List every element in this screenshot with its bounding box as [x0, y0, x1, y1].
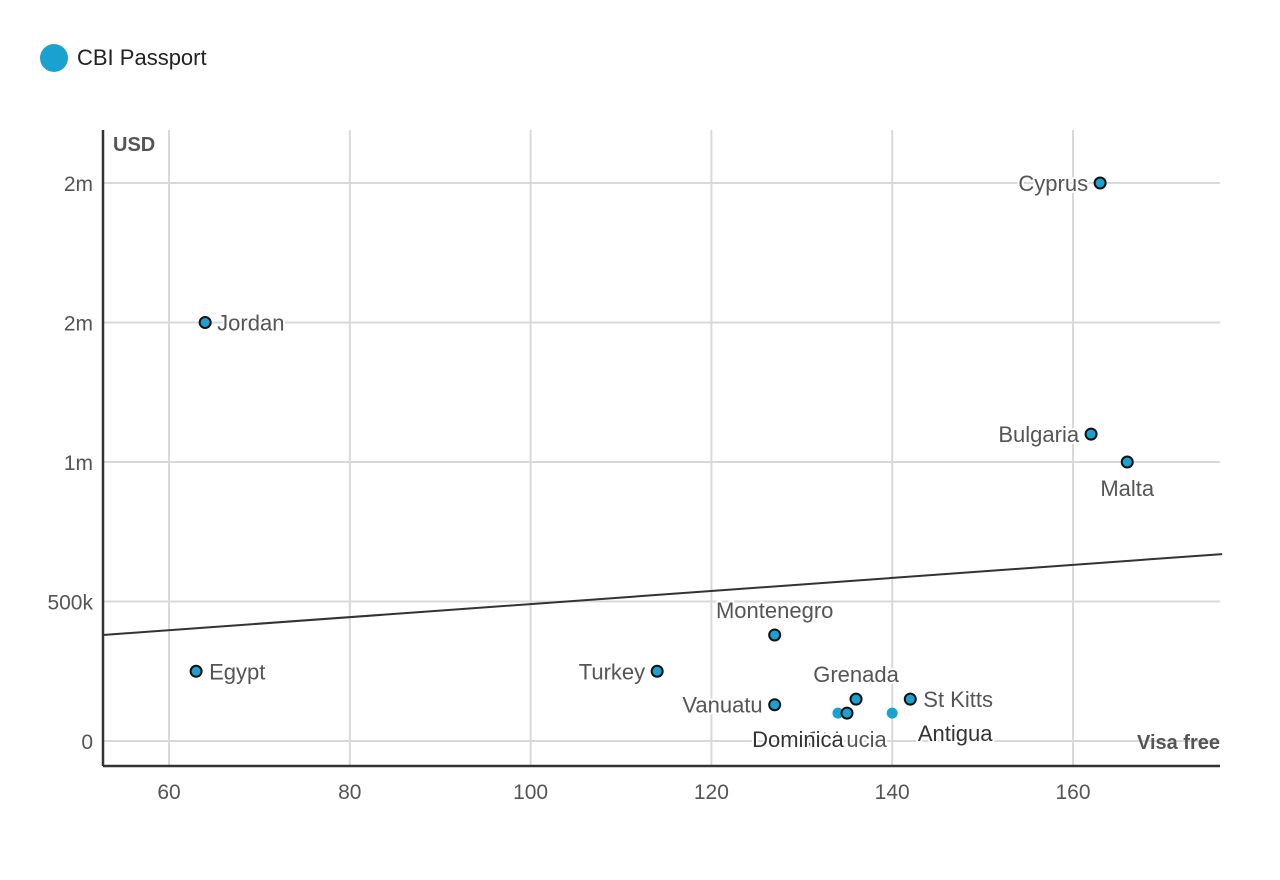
data-point-vanuatu[interactable] — [768, 698, 782, 712]
point-labels: Cyprus Jordan Bulgaria Malta Montenegro Egypt… — [207, 169, 1157, 754]
legend-swatch-icon — [40, 44, 68, 72]
chart-legend: CBI Passport — [40, 44, 207, 72]
trendline — [102, 553, 1223, 636]
point-label: Cyprus — [1018, 171, 1088, 196]
point-label: Montenegro — [716, 598, 833, 623]
x-tick-label: 60 — [157, 781, 180, 804]
data-point-egypt[interactable] — [189, 664, 203, 678]
data-point-st-lucia[interactable] — [840, 706, 854, 720]
data-point-grenada[interactable] — [849, 692, 863, 706]
y-tick-label: 2m — [64, 313, 93, 336]
point-label: Turkey — [579, 659, 645, 684]
y-tick-label: 2m — [64, 173, 93, 196]
x-tick-label: 160 — [1055, 781, 1090, 804]
y-tick-label: 0 — [81, 731, 93, 754]
data-point-cyprus[interactable] — [1093, 176, 1107, 190]
legend-label: CBI Passport — [77, 45, 207, 70]
point-label: Bulgaria — [998, 422, 1079, 447]
y-axis-title: USD — [113, 134, 155, 156]
data-point-turkey[interactable] — [650, 664, 664, 678]
y-tick-label: 1m — [64, 452, 93, 475]
axes — [101, 130, 1220, 768]
x-tick-label: 140 — [875, 781, 910, 804]
point-label: Grenada — [813, 662, 899, 687]
point-label: Dominica — [752, 727, 844, 752]
x-tick-label: 120 — [694, 781, 729, 804]
grid-lines — [103, 130, 1220, 766]
data-point-antigua[interactable] — [886, 707, 898, 719]
point-label: Egypt — [209, 659, 265, 684]
x-tick-label: 100 — [513, 781, 548, 804]
point-label: Jordan — [217, 311, 284, 336]
data-point-dominica[interactable] — [832, 707, 844, 719]
data-point-jordan[interactable] — [198, 316, 212, 329]
point-label: St Lucia — [807, 727, 887, 752]
x-tick-label: 80 — [338, 781, 361, 804]
point-label: Antigua — [918, 721, 993, 746]
trend-line — [102, 553, 1223, 636]
data-point-malta[interactable] — [1120, 455, 1134, 469]
data-point-montenegro[interactable] — [768, 628, 782, 642]
point-label: Vanuatu — [682, 693, 762, 718]
y-tick-label: 500k — [47, 592, 93, 615]
data-point-bulgaria[interactable] — [1084, 427, 1098, 441]
tick-labels: 60 80 100 120 140 160 0 500k 1m 2m 2m — [47, 173, 1090, 804]
point-label: St Kitts — [923, 687, 993, 712]
point-label: Malta — [1100, 476, 1155, 501]
data-point-st-kitts[interactable] — [903, 692, 917, 706]
data-points — [189, 176, 1134, 720]
x-axis-title: Visa free — [1137, 732, 1220, 754]
